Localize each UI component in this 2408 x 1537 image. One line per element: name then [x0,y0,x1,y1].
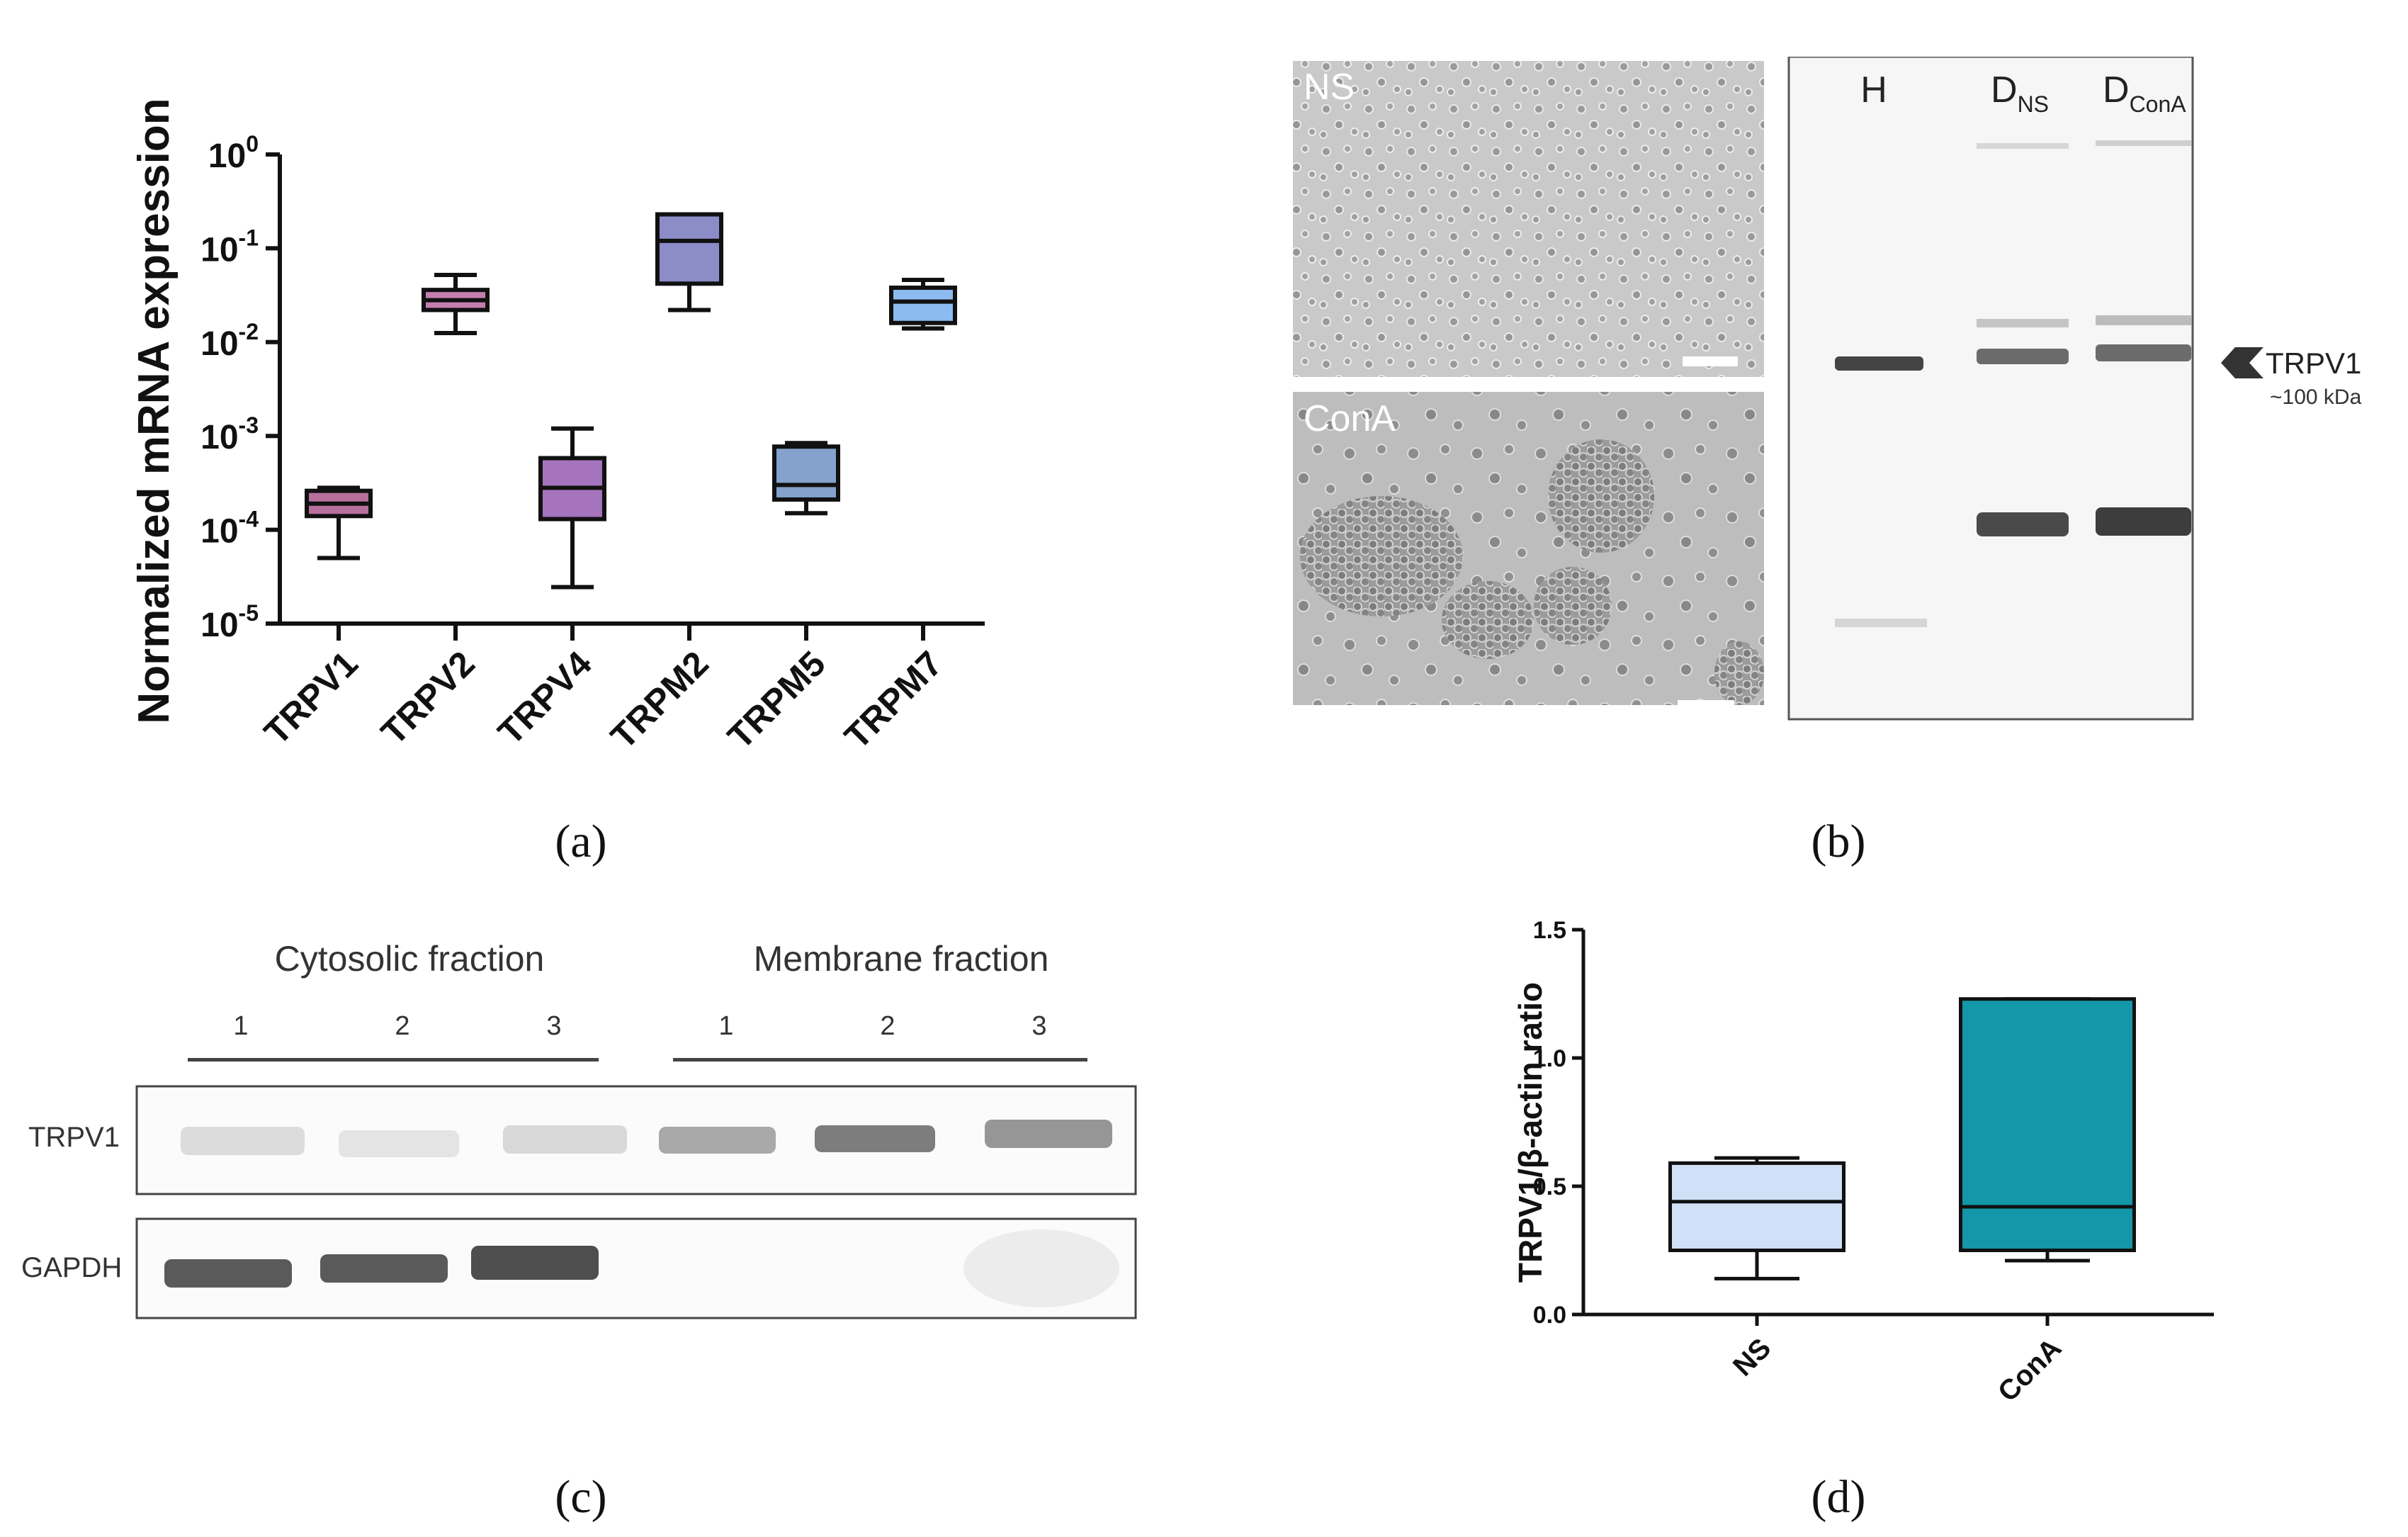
micrograph-ns-label: NS [1304,67,1355,108]
panel-c-figure: Cytosolic fraction Membrane fraction 1 2 3… [21,939,1137,1319]
band [1835,356,1923,371]
lane-number: 3 [1031,1011,1046,1041]
y-tick-label: 10-4 [200,507,259,551]
lane-number: 3 [546,1011,561,1041]
y-tick-label: 1.5 [1533,917,1566,944]
band [2096,344,2191,361]
lane-numbers: 1 2 3 1 2 3 [233,1011,1046,1041]
lane-number: 2 [395,1011,409,1041]
lane-number: 2 [880,1011,895,1041]
x-tick-label: TRPM7 [837,643,949,756]
x-tick-label: NS [1727,1332,1777,1382]
row-label-gapdh: GAPDH [21,1252,122,1283]
y-tick-label: 10-1 [200,225,259,269]
western-blot-b: H DNS DConA TRPV1 ~100 kDa [1787,55,2362,721]
caption-a: (a) [555,816,607,867]
lane-number: 1 [718,1011,733,1041]
lane-number: 1 [233,1011,248,1041]
blot-gapdh [135,1217,1137,1319]
lane-label-h: H [1860,69,1887,111]
box [655,212,723,286]
y-tick-label: 10-5 [200,600,259,644]
chevron-left-icon [2221,347,2263,378]
band [2096,507,2191,536]
caption-c: (c) [555,1471,607,1523]
marker-size: ~100 kDa [2270,385,2362,409]
blot-trpv1 [135,1085,1137,1195]
y-tick-label: 0.0 [1533,1302,1566,1329]
caption-b: (b) [1811,816,1866,867]
panel-b: NS ConA H DNS DConA [1275,55,2408,737]
box [889,286,957,325]
scale-bar [1678,700,1734,710]
micrograph-cona-label: ConA [1304,398,1396,439]
y-tick-label: 10-3 [200,412,259,456]
box [772,444,840,502]
x-tick-label: ConA [1992,1332,2068,1408]
box [1668,1161,1845,1253]
panel-c: Cytosolic fraction Membrane fraction 1 2 3… [0,914,1169,1339]
panel-b-figure: NS ConA H DNS DConA [1293,55,2362,721]
marker-label: TRPV1 [2266,347,2361,380]
box [1959,997,2136,1253]
chart-a-boxplot: Normalized mRNA expression 100 10-1 10-2 10… [130,98,985,757]
scale-bar [1683,356,1738,366]
micrograph-cona: ConA [1293,392,1764,710]
group-label-membrane: Membrane fraction [754,939,1049,979]
chart-d-ylabel: TRPV1/β-actin ratio [1512,982,1549,1283]
x-tick-label: TRPV1 [256,643,366,753]
panel-d: TRPV1/β-actin ratio 0.0 0.5 1.0 1.5 NS ConA [1452,879,2408,1446]
y-tick-label: 1.0 [1533,1045,1566,1072]
x-tick-label: TRPV4 [490,643,599,753]
micrograph-ns: NS [1293,61,1764,377]
band [1977,349,2069,364]
panel-a: Normalized mRNA expression 100 10-1 10-2 10… [0,0,1063,822]
chart-d-boxplot: TRPV1/β-actin ratio 0.0 0.5 1.0 1.5 NS ConA [1512,917,2214,1408]
lane-label-dns: DNS [1991,69,2049,117]
chart-a-ylabel: Normalized mRNA expression [130,98,179,724]
lane-label-dcona: DConA [2103,69,2186,117]
group-label-cytosolic: Cytosolic fraction [275,939,545,979]
y-tick-label: 0.5 [1533,1173,1566,1200]
y-tick-label: 100 [208,131,259,175]
x-tick-label: TRPV2 [373,643,482,753]
x-tick-label: TRPM5 [720,643,832,756]
band [1977,512,2069,536]
row-label-trpv1: TRPV1 [28,1122,120,1153]
x-tick-label: TRPM2 [603,643,716,756]
y-tick-label: 10-2 [200,319,259,363]
caption-d: (d) [1811,1471,1866,1523]
